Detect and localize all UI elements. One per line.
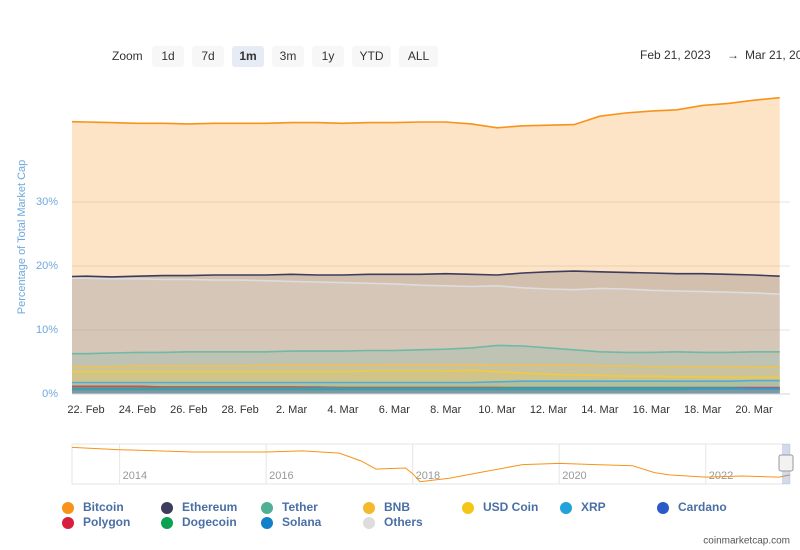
line <box>72 388 780 391</box>
x-tick-label: 18. Mar <box>684 404 722 416</box>
legend-label[interactable]: Bitcoin <box>83 500 124 514</box>
legend-marker[interactable] <box>657 502 669 514</box>
navigator-tick-label: 2020 <box>562 470 586 482</box>
legend-marker[interactable] <box>161 517 173 529</box>
legend-label[interactable]: Dogecoin <box>182 515 237 529</box>
zoom-label: Zoom <box>112 49 143 63</box>
zoom-button[interactable] <box>232 46 264 67</box>
zoom-button[interactable] <box>152 46 184 67</box>
x-tick-label: 6. Mar <box>379 404 411 416</box>
zoom-button[interactable] <box>272 46 304 67</box>
zoom-button-label[interactable]: 1m <box>239 49 256 63</box>
legend-marker[interactable] <box>363 517 375 529</box>
zoom-button-label[interactable]: ALL <box>408 49 430 63</box>
zoom-button-label[interactable]: 7d <box>201 49 214 63</box>
zoom-button-label[interactable]: 1y <box>322 49 335 63</box>
x-tick-label: 16. Mar <box>633 404 671 416</box>
range-arrow: → <box>727 48 739 62</box>
legend-label[interactable]: Tether <box>282 500 318 514</box>
legend-label[interactable]: Others <box>384 515 423 529</box>
x-tick-label: 26. Feb <box>170 404 207 416</box>
x-tick-label: 28. Feb <box>221 404 258 416</box>
line <box>72 387 780 390</box>
navigator-handle[interactable] <box>778 454 794 472</box>
x-tick-label: 14. Mar <box>581 404 619 416</box>
x-tick-label: 24. Feb <box>119 404 156 416</box>
zoom-button[interactable] <box>399 46 438 67</box>
area <box>72 278 780 394</box>
legend-label[interactable]: Polygon <box>83 515 130 529</box>
zoom-button[interactable] <box>352 46 391 67</box>
y-tick-label: 30% <box>36 196 58 208</box>
legend-marker[interactable] <box>62 517 74 529</box>
x-tick-label: 20. Mar <box>735 404 773 416</box>
x-tick-label: 22. Feb <box>67 404 104 416</box>
line <box>72 344 780 355</box>
legend-label[interactable]: Solana <box>282 515 322 529</box>
navigator-line <box>71 446 791 483</box>
navigator-tick-label: 2022 <box>709 470 733 482</box>
zoom-button-label[interactable]: YTD <box>360 49 384 63</box>
legend-marker[interactable] <box>62 502 74 514</box>
line <box>72 363 780 368</box>
legend-label[interactable]: BNB <box>384 500 410 514</box>
area <box>72 97 780 394</box>
legend-marker[interactable] <box>560 502 572 514</box>
line <box>72 277 780 295</box>
plot-area <box>72 96 780 394</box>
x-tick-label: 8. Mar <box>430 404 462 416</box>
navigator-frame <box>71 443 791 485</box>
source: coinmarketcap.com <box>703 536 790 547</box>
zoom-button-label[interactable]: 3m <box>280 49 297 63</box>
line <box>72 379 780 384</box>
legend-marker[interactable] <box>462 502 474 514</box>
zoom-button-label[interactable]: 1d <box>161 49 174 63</box>
navigator-tick-label: 2016 <box>269 470 293 482</box>
zoom-button[interactable] <box>192 46 224 67</box>
y-tick-label: 0% <box>42 388 58 400</box>
line <box>72 96 780 129</box>
x-tick-label: 10. Mar <box>478 404 516 416</box>
x-tick-label: 4. Mar <box>327 404 359 416</box>
legend-label[interactable]: Cardano <box>678 500 727 514</box>
y-axis-title: Percentage of Total Market Cap <box>16 160 28 315</box>
legend-label[interactable]: Ethereum <box>182 500 237 514</box>
line <box>72 270 780 278</box>
legend-marker[interactable] <box>161 502 173 514</box>
legend-marker[interactable] <box>363 502 375 514</box>
legend-label[interactable]: USD Coin <box>483 500 538 514</box>
legend-marker[interactable] <box>261 502 273 514</box>
area <box>72 271 780 394</box>
range-to: Mar 21, 2023 <box>745 48 800 62</box>
range-from: Feb 21, 2023 <box>640 48 711 62</box>
navigator-tick-label: 2014 <box>123 470 147 482</box>
y-tick-label: 10% <box>36 324 58 336</box>
navigator-tick-label: 2018 <box>416 470 440 482</box>
x-tick-label: 12. Mar <box>530 404 568 416</box>
legend-marker[interactable] <box>261 517 273 529</box>
y-tick-label: 20% <box>36 260 58 272</box>
zoom-button[interactable] <box>312 46 344 67</box>
legend-label[interactable]: XRP <box>581 500 606 514</box>
line <box>72 369 780 379</box>
x-tick-label: 2. Mar <box>276 404 308 416</box>
